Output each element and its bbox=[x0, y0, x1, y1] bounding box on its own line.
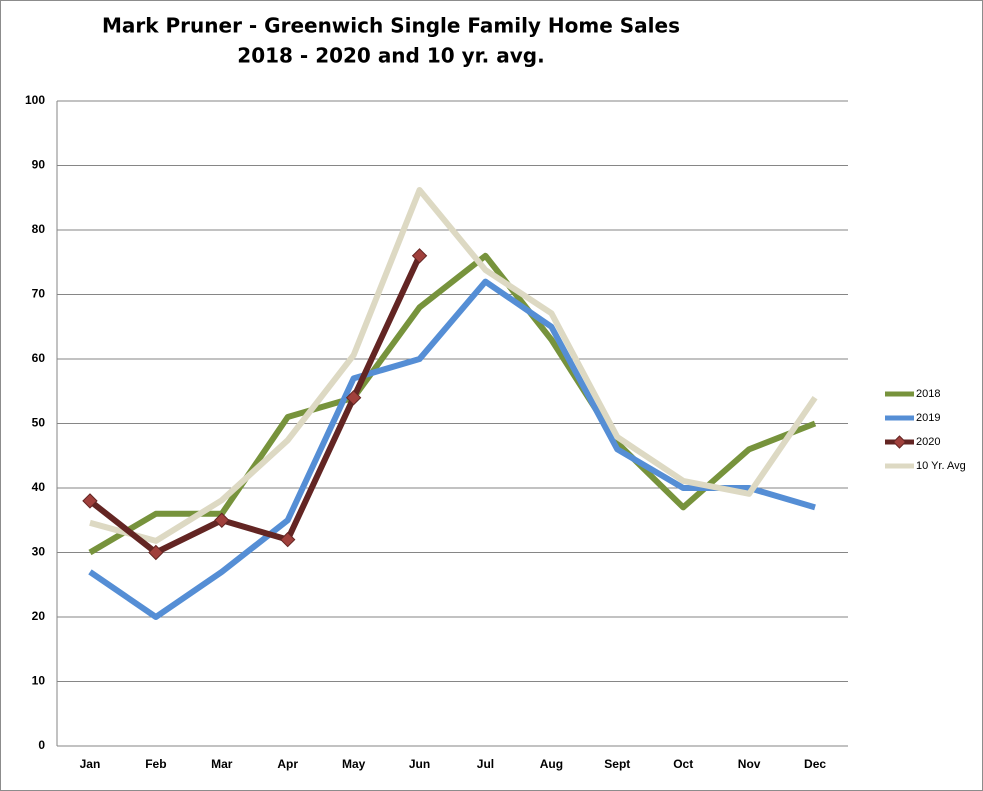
y-tick-label: 100 bbox=[25, 93, 45, 107]
y-tick-label: 60 bbox=[32, 351, 46, 365]
point-marker bbox=[411, 248, 428, 264]
x-tick-label: Jul bbox=[477, 757, 494, 771]
x-tick-label: Oct bbox=[673, 757, 693, 771]
point-marker bbox=[345, 389, 362, 406]
series-line bbox=[88, 252, 817, 556]
x-tick-label: May bbox=[342, 757, 366, 771]
x-tick-label: Jan bbox=[80, 757, 101, 771]
legend-label: 2020 bbox=[916, 436, 940, 448]
x-tick-label: Apr bbox=[277, 757, 298, 771]
series-line bbox=[88, 278, 816, 620]
x-tick-label: Nov bbox=[738, 757, 761, 771]
y-tick-label: 50 bbox=[32, 416, 46, 430]
chart-subtitle: 2018 - 2020 and 10 yr. avg. bbox=[237, 44, 544, 68]
x-tick-label: Feb bbox=[145, 757, 166, 771]
point-marker bbox=[214, 512, 230, 528]
y-tick-label: 40 bbox=[32, 480, 46, 494]
y-tick-label: 30 bbox=[32, 545, 46, 559]
x-tick-label: Aug bbox=[540, 757, 563, 771]
x-tick-label: Sept bbox=[604, 757, 630, 771]
x-tick-label: Mar bbox=[211, 757, 233, 771]
y-tick-label: 70 bbox=[32, 287, 46, 301]
series-line bbox=[89, 187, 818, 544]
y-tick-label: 80 bbox=[32, 222, 46, 236]
legend-label: 10 Yr. Avg bbox=[916, 460, 966, 472]
y-tick-label: 0 bbox=[38, 738, 45, 752]
x-tick-label: Dec bbox=[804, 757, 826, 771]
y-tick-label: 10 bbox=[32, 674, 46, 688]
y-tick-label: 90 bbox=[32, 158, 46, 172]
point-marker bbox=[148, 544, 164, 561]
y-tick-label: 20 bbox=[32, 609, 46, 623]
legend-marker bbox=[892, 435, 907, 449]
point-marker bbox=[82, 493, 98, 509]
series-line bbox=[88, 254, 423, 556]
point-marker bbox=[280, 531, 296, 548]
legend-label: 2018 bbox=[916, 388, 940, 400]
x-tick-label: Jun bbox=[409, 757, 430, 771]
legend-label: 2019 bbox=[916, 412, 940, 424]
chart-title: Mark Pruner - Greenwich Single Family Ho… bbox=[102, 14, 680, 38]
